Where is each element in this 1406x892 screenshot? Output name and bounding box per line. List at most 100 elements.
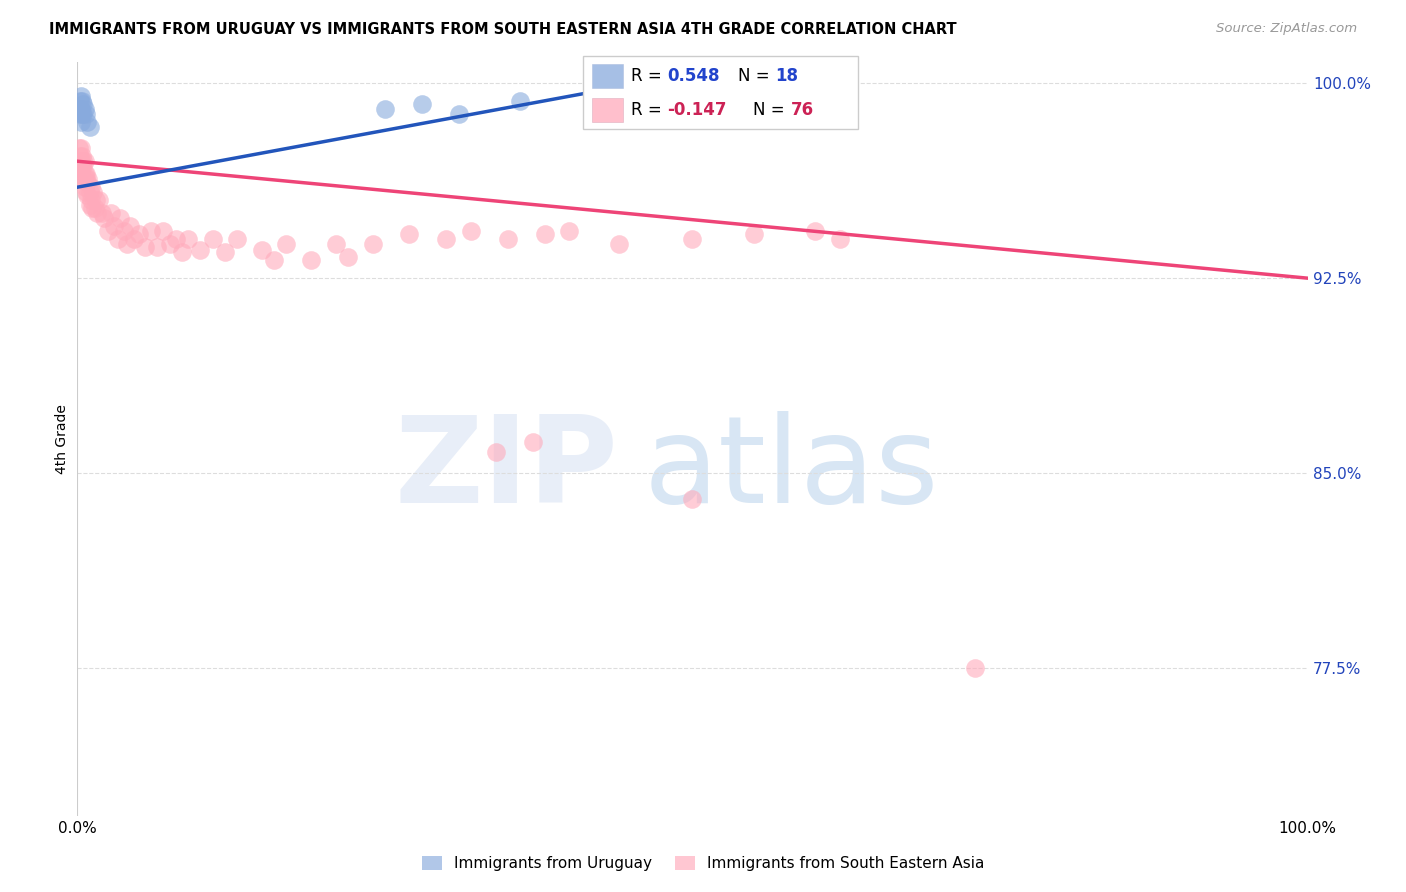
Point	[170, 245, 193, 260]
Point	[70, 141, 93, 155]
Point	[152, 224, 174, 238]
Point	[70, 89, 93, 103]
Point	[80, 193, 103, 207]
Point	[69, 149, 91, 163]
Point	[115, 237, 138, 252]
Point	[112, 224, 135, 238]
Point	[75, 186, 97, 200]
Point	[79, 186, 101, 200]
Point	[90, 206, 114, 220]
Point	[146, 240, 169, 254]
Point	[103, 219, 125, 234]
Point	[534, 227, 557, 241]
Point	[830, 232, 852, 246]
Point	[325, 237, 347, 252]
Point	[69, 95, 91, 109]
Point	[398, 227, 420, 241]
Point	[89, 193, 111, 207]
Point	[75, 167, 97, 181]
Point	[201, 232, 224, 246]
Point	[70, 102, 93, 116]
Text: 76: 76	[790, 101, 814, 119]
Point	[97, 224, 120, 238]
Point	[69, 107, 91, 121]
Point	[100, 206, 122, 220]
Text: atlas: atlas	[644, 411, 939, 528]
Text: N =: N =	[754, 101, 790, 119]
Point	[75, 107, 97, 121]
Point	[159, 237, 181, 252]
Text: ZIP: ZIP	[395, 411, 619, 528]
Point	[77, 172, 100, 186]
Point	[73, 102, 96, 116]
Point	[84, 193, 107, 207]
Point	[682, 492, 704, 507]
Y-axis label: 4th Grade: 4th Grade	[55, 404, 69, 475]
Point	[122, 232, 145, 246]
Point	[361, 237, 384, 252]
Point	[299, 252, 322, 267]
Point	[447, 107, 470, 121]
Point	[460, 224, 482, 238]
Point	[411, 97, 433, 112]
Point	[558, 224, 581, 238]
FancyBboxPatch shape	[592, 98, 623, 122]
Point	[607, 237, 630, 252]
Point	[79, 198, 101, 212]
Text: IMMIGRANTS FROM URUGUAY VS IMMIGRANTS FROM SOUTH EASTERN ASIA 4TH GRADE CORRELAT: IMMIGRANTS FROM URUGUAY VS IMMIGRANTS FR…	[49, 22, 957, 37]
Text: R =: R =	[631, 67, 668, 85]
Point	[86, 206, 108, 220]
Point	[276, 237, 298, 252]
Point	[509, 95, 531, 109]
Point	[73, 180, 96, 194]
Point	[72, 107, 94, 121]
Point	[75, 172, 97, 186]
Point	[76, 188, 98, 202]
Point	[374, 102, 396, 116]
Point	[67, 102, 90, 116]
Point	[72, 97, 94, 112]
Point	[141, 224, 163, 238]
Point	[190, 243, 212, 257]
Point	[70, 95, 93, 109]
Point	[70, 149, 93, 163]
Point	[73, 167, 96, 181]
Point	[83, 201, 105, 215]
Point	[72, 172, 94, 186]
Point	[436, 232, 458, 246]
Text: R =: R =	[631, 101, 668, 119]
Point	[93, 211, 115, 226]
Point	[82, 186, 104, 200]
Point	[67, 141, 90, 155]
Point	[496, 232, 519, 246]
Point	[165, 232, 187, 246]
Point	[76, 175, 98, 189]
Point	[73, 154, 96, 169]
Point	[177, 232, 200, 246]
Legend: Immigrants from Uruguay, Immigrants from South Eastern Asia: Immigrants from Uruguay, Immigrants from…	[416, 849, 990, 877]
Point	[72, 154, 94, 169]
Text: Source: ZipAtlas.com: Source: ZipAtlas.com	[1216, 22, 1357, 36]
Point	[337, 251, 360, 265]
Point	[82, 201, 104, 215]
Point	[80, 180, 103, 194]
Point	[70, 160, 93, 174]
Point	[76, 115, 98, 129]
Point	[110, 211, 132, 226]
Point	[742, 227, 765, 241]
Point	[69, 160, 91, 174]
Point	[70, 167, 93, 181]
Point	[226, 232, 249, 246]
Point	[128, 227, 150, 241]
FancyBboxPatch shape	[583, 56, 858, 129]
Point	[485, 445, 508, 459]
Point	[70, 154, 93, 169]
Point	[134, 240, 156, 254]
Point	[79, 120, 101, 135]
Text: -0.147: -0.147	[666, 101, 727, 119]
Text: 0.548: 0.548	[666, 67, 720, 85]
Point	[804, 224, 827, 238]
Point	[250, 243, 273, 257]
Point	[522, 434, 544, 449]
Point	[120, 219, 142, 234]
